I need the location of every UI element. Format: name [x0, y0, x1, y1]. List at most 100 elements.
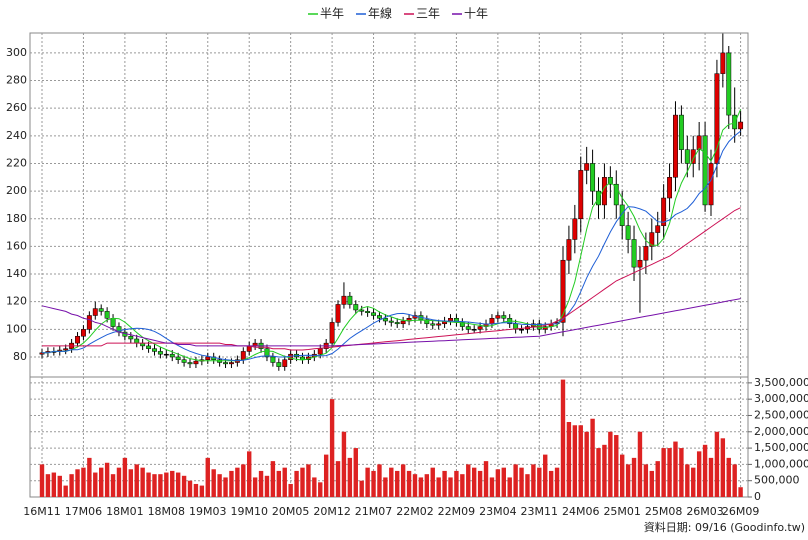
volume-bar — [258, 470, 264, 497]
volume-bar — [235, 467, 240, 497]
volume-bar — [93, 472, 98, 497]
volume-bar — [531, 464, 536, 497]
volume-bar — [614, 435, 619, 497]
y-tick-label: 240 — [6, 129, 27, 142]
legend-label: 三年 — [416, 7, 440, 21]
candle-body — [365, 311, 371, 313]
candle-body — [424, 319, 430, 325]
candle-body — [643, 246, 649, 261]
volume-bar — [454, 470, 459, 497]
volume-bar — [270, 461, 276, 497]
volume-bar — [519, 467, 524, 497]
volume-bar — [335, 461, 341, 497]
candle-body — [572, 218, 578, 240]
volume-bar — [223, 477, 228, 497]
ma-line — [42, 130, 741, 362]
candle-body — [377, 315, 382, 319]
legend-label: 半年 — [320, 7, 344, 21]
volume-bar — [608, 431, 613, 497]
x-tick-label: 23M11 — [521, 505, 559, 518]
volume-bar — [329, 399, 335, 497]
volume-bar — [548, 470, 554, 497]
x-tick-label: 21M07 — [355, 505, 393, 518]
candle-body — [335, 304, 341, 323]
candle-body — [169, 353, 175, 358]
candle-body — [649, 232, 655, 247]
volume-bar — [395, 470, 400, 497]
candle-body — [673, 114, 678, 178]
volume-bar — [229, 470, 234, 497]
candle-body — [146, 345, 152, 349]
volume-tick-label: 3,500,000 — [754, 376, 808, 389]
candle-body — [282, 359, 288, 367]
volume-bar — [578, 425, 583, 497]
volume-bar — [140, 467, 145, 497]
volume-bar — [389, 467, 394, 497]
volume-bar — [128, 469, 134, 497]
volume-bar — [637, 431, 643, 497]
volume-bar — [406, 470, 412, 497]
volume-bar — [590, 418, 595, 497]
volume-bar — [294, 470, 299, 497]
candle-body — [436, 323, 442, 326]
candle-body — [720, 52, 726, 74]
candle-body — [163, 353, 169, 356]
volume-bar — [732, 464, 737, 497]
candle-body — [678, 114, 684, 150]
volume-bar — [631, 457, 637, 497]
candle-body — [98, 308, 104, 312]
candle-body — [501, 315, 507, 319]
candle-body — [341, 295, 347, 305]
x-tick-label: 26M09 — [722, 505, 760, 518]
volume-bar — [39, 464, 45, 497]
ma-line — [41, 298, 741, 347]
volume-bar — [649, 470, 654, 497]
y-tick-label: 120 — [6, 295, 27, 308]
candle-body — [223, 362, 228, 365]
volume-bar — [264, 475, 270, 497]
candle-body — [607, 177, 613, 185]
candle-body — [655, 225, 661, 233]
y-tick-label: 100 — [6, 322, 27, 335]
candle-body — [560, 259, 566, 323]
x-tick-label: 19M10 — [230, 505, 268, 518]
volume-bar — [99, 467, 104, 497]
volume-bar — [365, 467, 370, 497]
x-tick-label: 24M06 — [562, 505, 600, 518]
candle-body — [477, 326, 483, 330]
volume-bar — [341, 431, 347, 497]
volume-bar — [87, 457, 92, 497]
volume-bar — [560, 379, 566, 497]
candle-body — [63, 348, 69, 351]
volume-bar — [247, 451, 252, 497]
volume-bar — [81, 467, 86, 497]
candle-body — [448, 318, 453, 322]
volume-bar — [448, 477, 453, 497]
candle-body — [684, 149, 690, 164]
volume-bar — [122, 457, 128, 497]
candle-body — [590, 163, 596, 192]
volume-bar — [661, 448, 666, 497]
y-tick-label: 200 — [6, 184, 27, 197]
candle-body — [128, 335, 134, 340]
volume-bar — [708, 457, 714, 497]
volume-bar — [691, 467, 696, 497]
volume-bar — [566, 422, 572, 497]
volume-tick-label: 0 — [754, 490, 761, 503]
volume-bar — [146, 472, 151, 497]
volume-bar — [57, 475, 62, 497]
x-tick-label: 22M09 — [438, 505, 476, 518]
volume-tick-label: 2,000,000 — [754, 425, 808, 438]
volume-bar — [193, 483, 199, 497]
candle-body — [394, 322, 400, 325]
volume-bar — [619, 454, 625, 497]
volume-bar — [696, 451, 702, 497]
candle-body — [625, 225, 631, 240]
candle-body — [696, 135, 702, 150]
candle-body — [80, 329, 86, 337]
candle-body — [353, 304, 359, 311]
volume-bar — [525, 474, 530, 497]
candle-body — [388, 320, 394, 323]
y-tick-label: 180 — [6, 212, 27, 225]
